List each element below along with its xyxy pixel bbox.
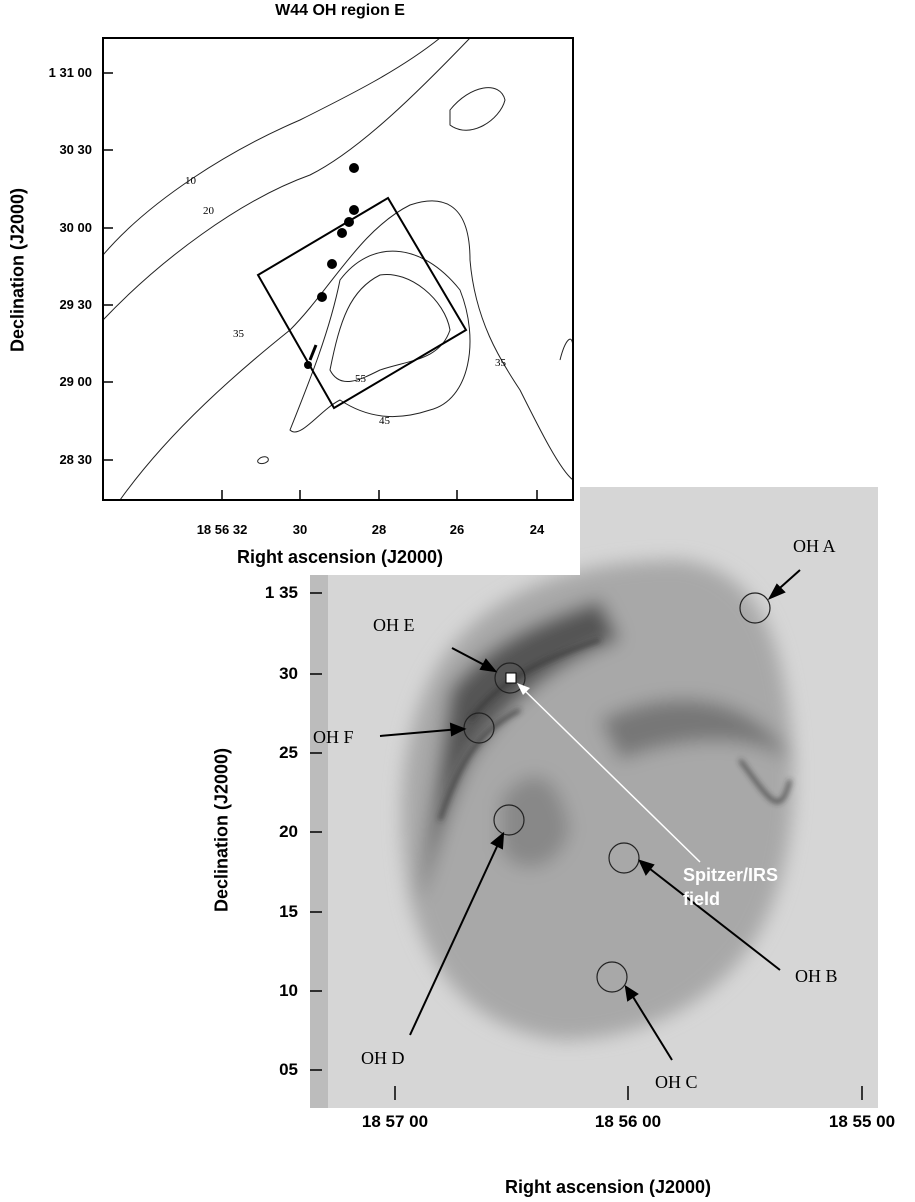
x-tick-label: 18 56 00 [594,1112,662,1131]
y-tick-label: 10 [279,981,298,1000]
contour-label: 35 [495,357,507,369]
x-tick-label: 28 [371,522,387,537]
irs-pointer [519,685,701,863]
annotation: OH C [655,1072,698,1092]
w44-image [310,487,878,1108]
x-tick-label: 26 [449,522,465,537]
x-tick-label: 18 57 00 [361,1112,429,1131]
contour-label: 45 [379,415,391,427]
oh-masers [304,163,359,369]
irs-field [505,672,517,684]
top-ticks [103,72,538,500]
irs-label: Spitzer/IRS field [683,865,779,909]
contour-label: 20 [203,205,215,217]
annotation: OH D [361,1048,405,1068]
x-tick-label: 18 56 32 [196,522,248,537]
y-tick-label: 20 [279,822,298,841]
x-tick-label: 24 [529,522,545,537]
top-frame [102,37,574,501]
top-title: W44 OH region E [275,2,405,19]
annotation: OH E [373,615,415,635]
y-tick-label: 05 [279,1060,298,1079]
arrows [379,569,801,1061]
contour-label: 55 [355,373,367,385]
y-tick-label: 30 30 [59,142,92,157]
top-y-label: Declination (J2000) [7,187,28,353]
y-tick-label: 15 [279,902,298,921]
y-tick-label: 28 30 [59,452,92,467]
y-tick-label: 30 00 [59,220,92,235]
bottom-x-label: Right ascension (J2000) [504,1177,712,1197]
y-tick-label: 29 00 [59,374,92,389]
y-tick-label: 25 [279,743,298,762]
annotation: OH F [313,727,354,747]
x-tick-label: 18 55 00 [828,1112,896,1131]
contour-label: 10 [185,175,197,187]
y-tick-label: 30 [279,664,298,683]
x-tick-label: 30 [292,522,308,537]
oh-regions [463,592,771,993]
contour-label: 35 [233,328,245,340]
y-tick-label: 1 35 [264,583,298,602]
contour-label-group: 10 20 35 35 55 45 [185,175,507,427]
bottom-y-label: Declination (J2000) [211,747,232,913]
bottom-ticks [310,592,863,1100]
irs-pointer-head [517,683,530,695]
y-tick-label: 29 30 [59,297,92,312]
top-x-label: Right ascension (J2000) [236,547,444,567]
annotation: OH A [793,536,836,556]
annotation: OH B [795,966,838,986]
y-tick-label: 1 31 00 [48,65,92,80]
contours [102,37,574,501]
